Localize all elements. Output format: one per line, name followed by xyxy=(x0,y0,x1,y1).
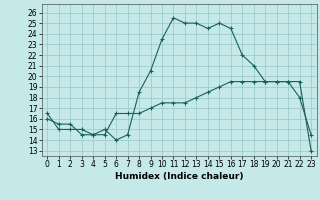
X-axis label: Humidex (Indice chaleur): Humidex (Indice chaleur) xyxy=(115,172,244,181)
